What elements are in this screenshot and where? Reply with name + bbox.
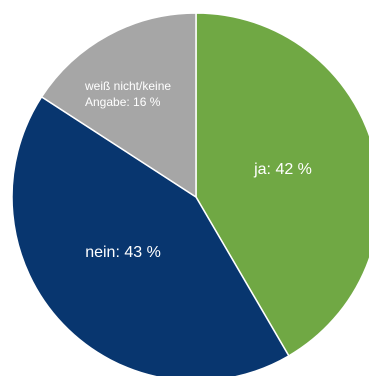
pie-slice-weiss-nicht-keine-angabe bbox=[40, 12, 197, 198]
slice-label-weiss-nicht-line-2: Angabe: 16 % bbox=[85, 95, 161, 109]
slice-label-weiss-nicht: weiß nicht/keine Angabe: 16 % bbox=[84, 79, 174, 109]
pie-slices bbox=[11, 12, 369, 376]
slice-label-weiss-nicht-line-1: weiß nicht/keine bbox=[84, 79, 171, 93]
pie-slice-nein bbox=[11, 96, 290, 376]
slice-label-ja: ja: 42 % bbox=[253, 161, 312, 178]
slice-label-nein: nein: 43 % bbox=[85, 244, 161, 261]
